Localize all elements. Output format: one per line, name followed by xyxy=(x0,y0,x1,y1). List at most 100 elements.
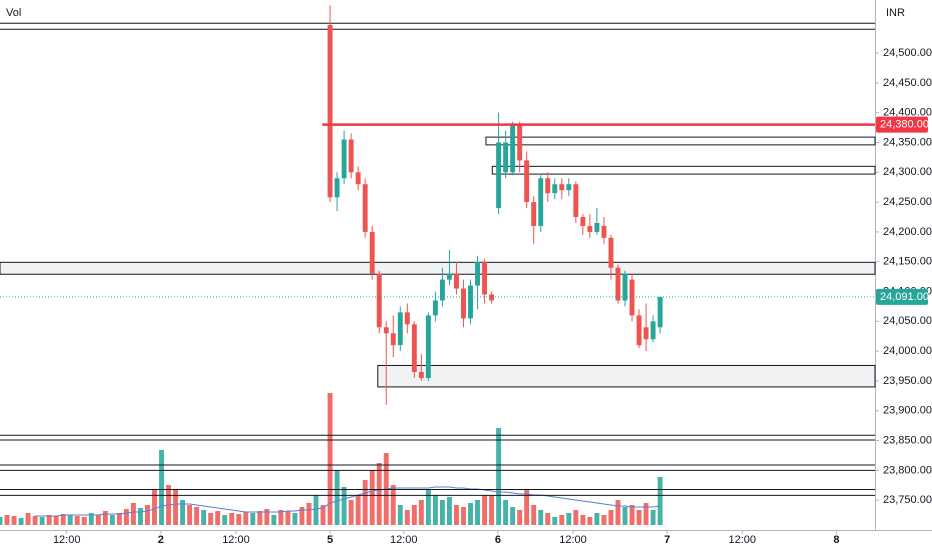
y-tick-label: 24,450.00 xyxy=(883,77,932,89)
volume-bar xyxy=(461,507,466,525)
volume-bar xyxy=(657,477,663,525)
candle-body xyxy=(566,184,572,191)
volume-bar xyxy=(278,510,284,525)
y-tick-label: 24,500.00 xyxy=(883,47,932,59)
candle-body xyxy=(650,321,656,340)
volume-bar xyxy=(145,505,150,525)
y-tick-label: 24,200.00 xyxy=(883,226,932,238)
y-tick-label: 24,400.00 xyxy=(883,107,932,119)
volume-bar xyxy=(236,514,242,525)
y-tick-label: 24,150.00 xyxy=(883,256,932,268)
volume-bar xyxy=(39,517,45,525)
volume-bar xyxy=(208,513,214,525)
candle-body xyxy=(475,261,480,286)
volume-bar xyxy=(397,505,403,525)
volume-bar xyxy=(348,500,354,525)
volume-bar xyxy=(194,507,200,525)
y-tick-label: 23,900.00 xyxy=(883,405,932,417)
volume-bar xyxy=(503,500,509,525)
volume-bar xyxy=(95,515,101,525)
candle-body xyxy=(418,372,424,378)
y-tick-label: 24,300.00 xyxy=(883,166,932,178)
candle-body xyxy=(327,25,333,198)
zone xyxy=(491,165,876,175)
volume-bar xyxy=(18,518,24,525)
volume-bar xyxy=(510,507,516,525)
volume-bar xyxy=(229,513,235,525)
volume-bar xyxy=(432,495,438,525)
candle-body xyxy=(383,327,389,334)
volume-bar xyxy=(130,503,136,525)
candle-body xyxy=(489,294,495,301)
volume-bar xyxy=(222,515,228,525)
candle-body xyxy=(468,285,473,319)
volume-bar xyxy=(454,505,459,525)
candle-body xyxy=(552,184,558,194)
volume-bar xyxy=(615,500,621,525)
volume-bar xyxy=(566,513,572,525)
volume-bar xyxy=(264,509,270,525)
volume-ma-line xyxy=(35,486,661,517)
x-tick-label: 12:00 xyxy=(559,534,587,546)
volume-bar xyxy=(517,510,523,525)
volume-bar xyxy=(531,505,537,525)
volume-bar xyxy=(306,503,312,525)
candle-body xyxy=(601,225,607,238)
volume-bar xyxy=(123,509,129,525)
volume-bar xyxy=(496,428,502,525)
last-price-label: 24,091.00 xyxy=(880,291,929,303)
candle-body xyxy=(629,279,635,316)
volume-bar xyxy=(299,507,305,525)
volume-bar xyxy=(102,511,108,525)
y-tick-label: 23,950.00 xyxy=(883,375,932,387)
volume-bar xyxy=(524,490,530,525)
volume-bar xyxy=(376,463,382,525)
volume-bar xyxy=(559,515,565,525)
candle-body xyxy=(362,184,368,232)
volume-bar xyxy=(587,517,593,525)
candle-body xyxy=(524,160,530,203)
candle-body xyxy=(580,217,586,226)
volume-bar xyxy=(552,517,558,525)
candle-body xyxy=(587,225,593,232)
x-tick-label: 5 xyxy=(327,534,333,546)
y-tick-label: 24,250.00 xyxy=(883,196,932,208)
volume-bar xyxy=(439,500,445,525)
volume-bar xyxy=(355,495,361,525)
candle-body xyxy=(439,279,445,301)
x-tick-label: 12:00 xyxy=(222,534,250,546)
last-price-badge xyxy=(876,288,928,305)
candle-body xyxy=(348,139,354,173)
volume-bar xyxy=(137,508,143,525)
currency-label: INR xyxy=(886,7,905,19)
candle-body xyxy=(636,315,642,346)
volume-bar xyxy=(81,517,87,525)
volume-bar xyxy=(425,490,431,525)
volume-bar xyxy=(418,500,424,525)
x-tick-label: 12:00 xyxy=(390,534,418,546)
volume-bar xyxy=(468,503,473,525)
candle-body xyxy=(355,172,361,185)
volume-bar xyxy=(601,515,607,525)
volume-bar xyxy=(636,510,642,525)
volume-bar xyxy=(180,500,186,525)
volume-bar xyxy=(201,510,207,525)
y-tick-label: 24,050.00 xyxy=(883,315,932,327)
y-tick-label: 23,800.00 xyxy=(883,464,932,476)
volume-bar xyxy=(88,513,94,525)
candle-body xyxy=(390,333,396,346)
volume-bar xyxy=(369,470,375,525)
zone xyxy=(485,136,876,146)
x-tick-label: 12:00 xyxy=(53,534,81,546)
candle-body xyxy=(404,312,410,325)
volume-bar xyxy=(313,495,319,525)
volume-bar xyxy=(545,513,551,525)
candle-body xyxy=(496,142,502,209)
volume-bar xyxy=(629,505,635,525)
volume-bar xyxy=(11,516,17,525)
candle-body xyxy=(594,222,600,232)
candle-body xyxy=(538,178,544,226)
candle-body xyxy=(425,315,431,378)
candle-body xyxy=(397,312,403,346)
